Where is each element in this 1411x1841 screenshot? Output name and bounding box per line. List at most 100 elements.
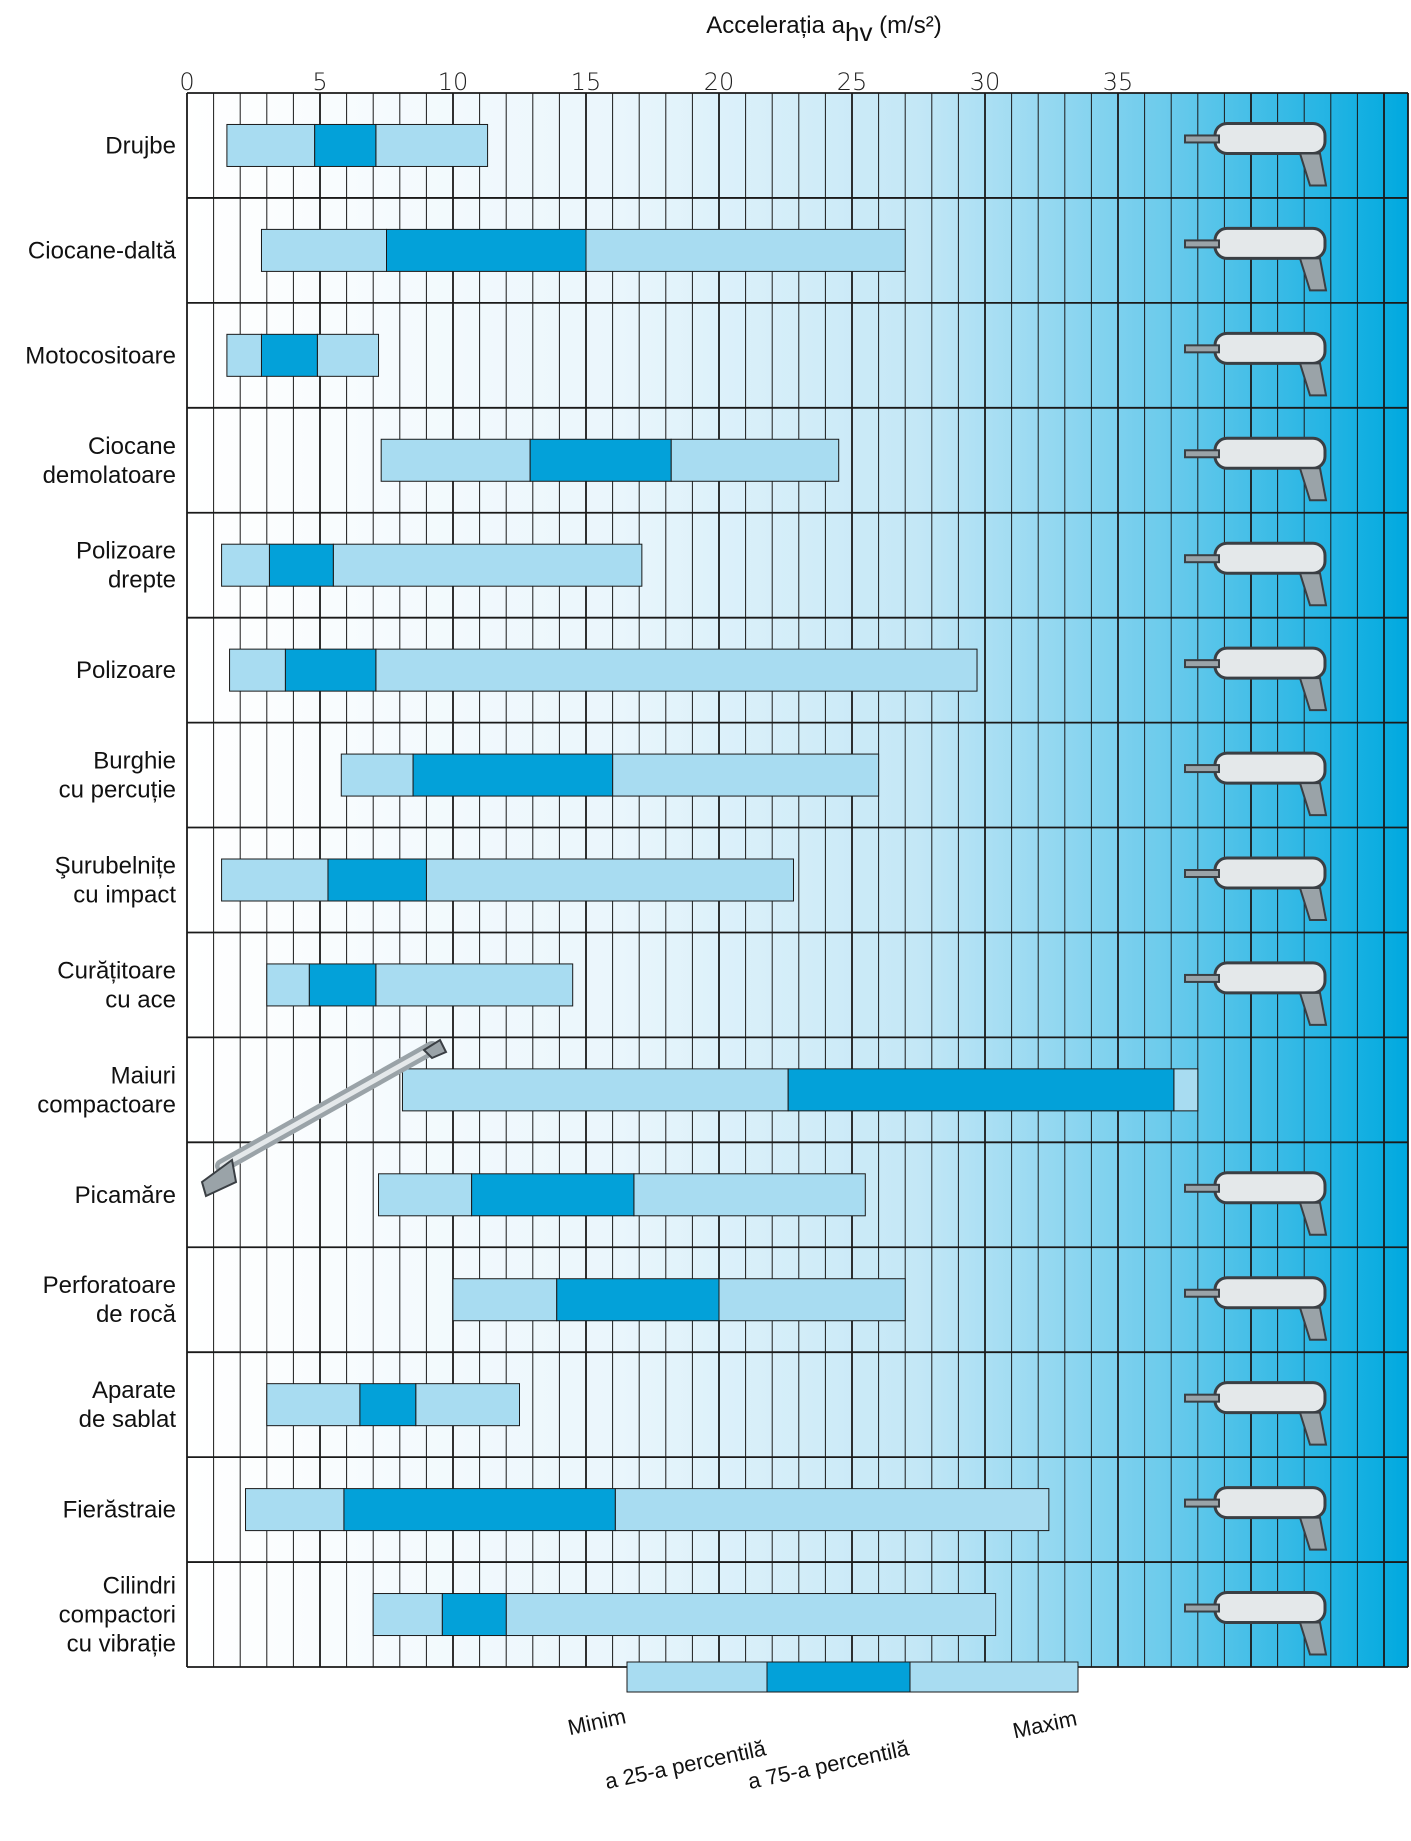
tool-bit: [1184, 764, 1220, 774]
bars: [221, 123, 1199, 1637]
tool-bit: [1184, 134, 1220, 144]
category-label: Drujbe: [105, 132, 176, 159]
category-label: demolatoare: [43, 462, 176, 489]
range-bar: [266, 963, 574, 1007]
reciprocating-saw-icon: [1184, 1486, 1328, 1551]
needle-scaler-icon: [1184, 961, 1328, 1026]
tool-body: [1213, 1171, 1327, 1205]
category-label: Aparate: [92, 1377, 176, 1404]
bar-segment-p25-p75: [268, 543, 334, 587]
range-bar: [245, 1488, 1050, 1532]
impact-drill-icon: [1184, 751, 1328, 817]
tool-body: [1213, 751, 1327, 785]
bar-segment-min-p25: [340, 753, 414, 797]
tool-body: [1213, 226, 1327, 260]
bar-segment-p75-max: [332, 543, 643, 587]
bar-segment-p75-max: [425, 858, 794, 902]
tool-bit: [1184, 239, 1220, 249]
chainsaw-icon: [1184, 121, 1328, 187]
tool-handle: [1298, 782, 1328, 817]
range-bar: [380, 438, 840, 482]
tool-handle: [1298, 1201, 1328, 1236]
tool-bit: [1184, 1183, 1220, 1193]
tool-handle: [1298, 467, 1328, 502]
category-label: cu ace: [105, 986, 176, 1013]
range-bar: [226, 123, 489, 167]
brushcutter-icon: [1184, 331, 1328, 397]
category-label: drepte: [108, 567, 176, 594]
bar-segment-p75-max: [670, 438, 840, 482]
bar-segment-p25-p75: [386, 228, 587, 272]
tick-labels: 0 5 10 15 20 25 30 35: [179, 68, 1133, 96]
demolition-hammer-icon: [1184, 436, 1328, 502]
category-labels: DrujbeCiocane-daltăMotocositoareCiocaned…: [25, 132, 176, 1657]
x-axis-title-unit: (m/s²): [872, 12, 941, 39]
x-axis-title-sub: hv: [845, 17, 872, 47]
tool-icons: [200, 121, 1328, 1656]
range-bar: [260, 228, 906, 272]
tool-body: [1213, 541, 1327, 575]
category-label: Maiuri: [111, 1062, 176, 1089]
chisel-hammer-icon: [1184, 226, 1328, 292]
tool-bit: [1184, 869, 1220, 878]
tool-handle: [1298, 362, 1328, 397]
bar-segment-min-p25: [221, 858, 329, 902]
legend-label: Maxim: [1010, 1705, 1079, 1743]
legend-label: Minim: [565, 1703, 628, 1740]
bar-segment-min-p25: [380, 438, 531, 482]
bar-segment-min-p25: [372, 1593, 443, 1637]
x-axis-title-main: Accelerația a: [706, 12, 845, 39]
bar-segment-min-p25: [260, 228, 388, 272]
range-bar: [378, 1173, 866, 1217]
legend-label: a 75-a percentilă: [746, 1735, 912, 1794]
category-label: de rocă: [96, 1301, 177, 1328]
x-tick-label: 25: [837, 68, 868, 96]
bar-segment-p75-max: [612, 753, 880, 797]
rammer-foot: [200, 1158, 238, 1198]
tool-handle: [1298, 1411, 1328, 1446]
rammer-handle: [422, 1038, 448, 1060]
x-tick-label: 10: [438, 68, 469, 96]
bar-segment-p25-p75: [314, 123, 377, 167]
tool-body: [1213, 856, 1327, 890]
category-label: Picamăre: [75, 1182, 176, 1209]
vibratory-compactor-icon: [1184, 1591, 1328, 1656]
category-label: Perforatoare: [43, 1272, 176, 1299]
range-bar: [229, 648, 978, 692]
range-bar: [401, 1068, 1199, 1112]
bar-segment-p75-max: [633, 1173, 866, 1217]
rammer-shaft-highlight: [219, 1045, 435, 1169]
bar-segment-p25-p75: [471, 1173, 635, 1217]
category-label: cu impact: [73, 882, 176, 909]
bar-segment-min-p25: [226, 333, 262, 377]
bar-segment-min-p25: [401, 1068, 789, 1112]
bar-segment-p75-max: [375, 963, 574, 1007]
bar-segment-p25-p75: [343, 1488, 616, 1532]
category-label: Motocositoare: [25, 342, 176, 369]
bar-segment-p25-p75: [412, 753, 614, 797]
x-tick-label: 5: [312, 68, 327, 96]
bar-segment-p75-max: [1173, 1068, 1199, 1112]
x-tick-label: 20: [704, 68, 735, 96]
category-label: Şurubelnițe: [55, 853, 176, 880]
tool-handle: [1298, 991, 1328, 1026]
bar-segment-min-p25: [226, 123, 316, 167]
bar-segment-p25-p75: [260, 333, 318, 377]
category-label: de sablat: [79, 1406, 177, 1433]
bar-segment-min-p25: [378, 1173, 473, 1217]
category-label: compactori: [59, 1602, 176, 1629]
bar-segment-p25-p75: [308, 963, 377, 1007]
bar-segment-p75-max: [375, 648, 978, 692]
x-tick-label: 30: [970, 68, 1001, 96]
tool-bit: [1184, 659, 1220, 669]
bar-segment-p75-max: [585, 228, 906, 272]
category-label: Ciocane-daltă: [28, 237, 177, 264]
range-bar: [452, 1278, 906, 1322]
bar-segment-min-p25: [229, 648, 286, 692]
bar-segment-p25-p75: [284, 648, 377, 692]
bar-segment-p75-max: [614, 1488, 1050, 1532]
bar-segment-p75-max: [415, 1383, 521, 1427]
x-tick-label: 35: [1103, 68, 1134, 96]
